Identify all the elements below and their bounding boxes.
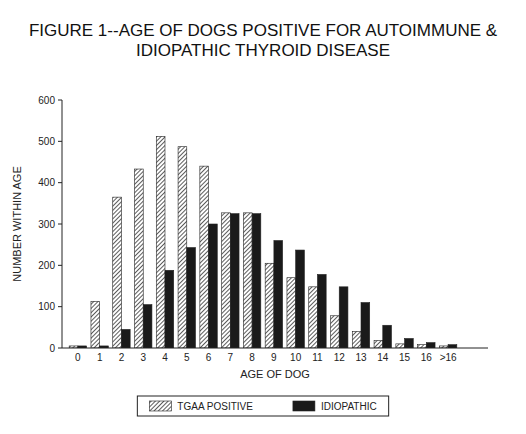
legend-swatch bbox=[293, 401, 315, 411]
legend-box bbox=[137, 396, 388, 416]
y-tick bbox=[58, 141, 62, 142]
y-tick bbox=[58, 265, 62, 266]
bar bbox=[243, 213, 252, 348]
bar bbox=[396, 344, 405, 348]
chart: FIGURE 1--AGE OF DOGS POSITIVE FOR AUTOI… bbox=[0, 0, 526, 434]
y-tick bbox=[58, 100, 62, 101]
y-tick bbox=[58, 306, 62, 307]
y-tick bbox=[58, 224, 62, 225]
bar bbox=[274, 241, 283, 348]
bar bbox=[331, 316, 340, 348]
x-tick-label: 6 bbox=[206, 352, 212, 363]
bar bbox=[222, 213, 231, 348]
bar bbox=[143, 305, 152, 348]
bar bbox=[252, 214, 261, 348]
legend: TGAA POSITIVE IDIOPATHIC bbox=[137, 396, 388, 416]
bar bbox=[309, 287, 318, 348]
x-tick-label: 0 bbox=[75, 352, 81, 363]
legend-label: TGAA POSITIVE bbox=[177, 401, 253, 412]
bar bbox=[361, 303, 370, 348]
bar bbox=[426, 343, 435, 348]
bar bbox=[135, 169, 144, 348]
y-axis-label: NUMBER WITHIN AGE bbox=[11, 166, 23, 282]
y-axis bbox=[62, 100, 63, 348]
title-line: FIGURE 1--AGE OF DOGS POSITIVE FOR AUTOI… bbox=[29, 21, 498, 40]
bar bbox=[339, 287, 348, 348]
y-tick-label: 100 bbox=[38, 301, 55, 312]
x-tick-label: 12 bbox=[334, 352, 346, 363]
bar bbox=[178, 147, 187, 348]
bar bbox=[405, 338, 414, 348]
x-tick-label: 14 bbox=[377, 352, 389, 363]
x-tick-label: 9 bbox=[271, 352, 277, 363]
bar bbox=[156, 136, 165, 348]
x-axis bbox=[62, 348, 488, 349]
bar bbox=[230, 214, 239, 348]
bar bbox=[317, 274, 326, 348]
x-tick-label: >16 bbox=[440, 352, 457, 363]
x-tick-label: 10 bbox=[290, 352, 302, 363]
bar bbox=[209, 224, 218, 348]
x-tick-label: 11 bbox=[312, 352, 323, 363]
x-tick-label: 13 bbox=[355, 352, 367, 363]
bar bbox=[200, 166, 209, 348]
y-tick-label: 500 bbox=[38, 136, 55, 147]
x-tick-label: 4 bbox=[162, 352, 168, 363]
title-line: IDIOPATHIC THYROID DISEASE bbox=[136, 41, 390, 60]
x-tick-label: 5 bbox=[184, 352, 190, 363]
bar bbox=[383, 325, 392, 348]
bar bbox=[113, 197, 122, 348]
y-tick-label: 300 bbox=[38, 219, 55, 230]
legend-swatch bbox=[149, 401, 171, 411]
bar bbox=[91, 301, 100, 348]
bar bbox=[352, 331, 361, 348]
bar bbox=[374, 341, 383, 348]
x-axis-label: AGE OF DOG bbox=[240, 368, 310, 380]
y-tick-label: 200 bbox=[38, 260, 55, 271]
x-tick-label: 16 bbox=[421, 352, 433, 363]
x-tick-label: 7 bbox=[228, 352, 234, 363]
x-tick-label: 8 bbox=[249, 352, 255, 363]
y-tick-label: 600 bbox=[38, 95, 55, 106]
bar bbox=[265, 263, 274, 348]
x-tick-label: 15 bbox=[399, 352, 411, 363]
y-tick-label: 400 bbox=[38, 177, 55, 188]
y-tick bbox=[58, 182, 62, 183]
legend-label: IDIOPATHIC bbox=[321, 401, 377, 412]
bar bbox=[165, 270, 174, 348]
bar bbox=[296, 250, 305, 348]
title: FIGURE 1--AGE OF DOGS POSITIVE FOR AUTOI… bbox=[29, 21, 498, 60]
bars bbox=[69, 136, 457, 348]
y-tick bbox=[58, 348, 62, 349]
x-tick-label: 2 bbox=[119, 352, 125, 363]
bar bbox=[287, 278, 296, 348]
bar bbox=[187, 248, 196, 348]
y-tick-label: 0 bbox=[49, 343, 55, 354]
x-tick-label: 3 bbox=[140, 352, 146, 363]
bar bbox=[121, 329, 130, 348]
x-tick-label: 1 bbox=[97, 352, 103, 363]
